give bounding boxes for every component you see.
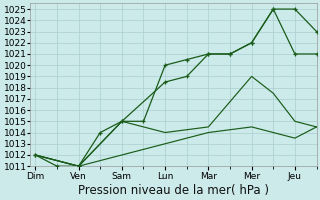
X-axis label: Pression niveau de la mer( hPa ): Pression niveau de la mer( hPa )	[78, 184, 269, 197]
